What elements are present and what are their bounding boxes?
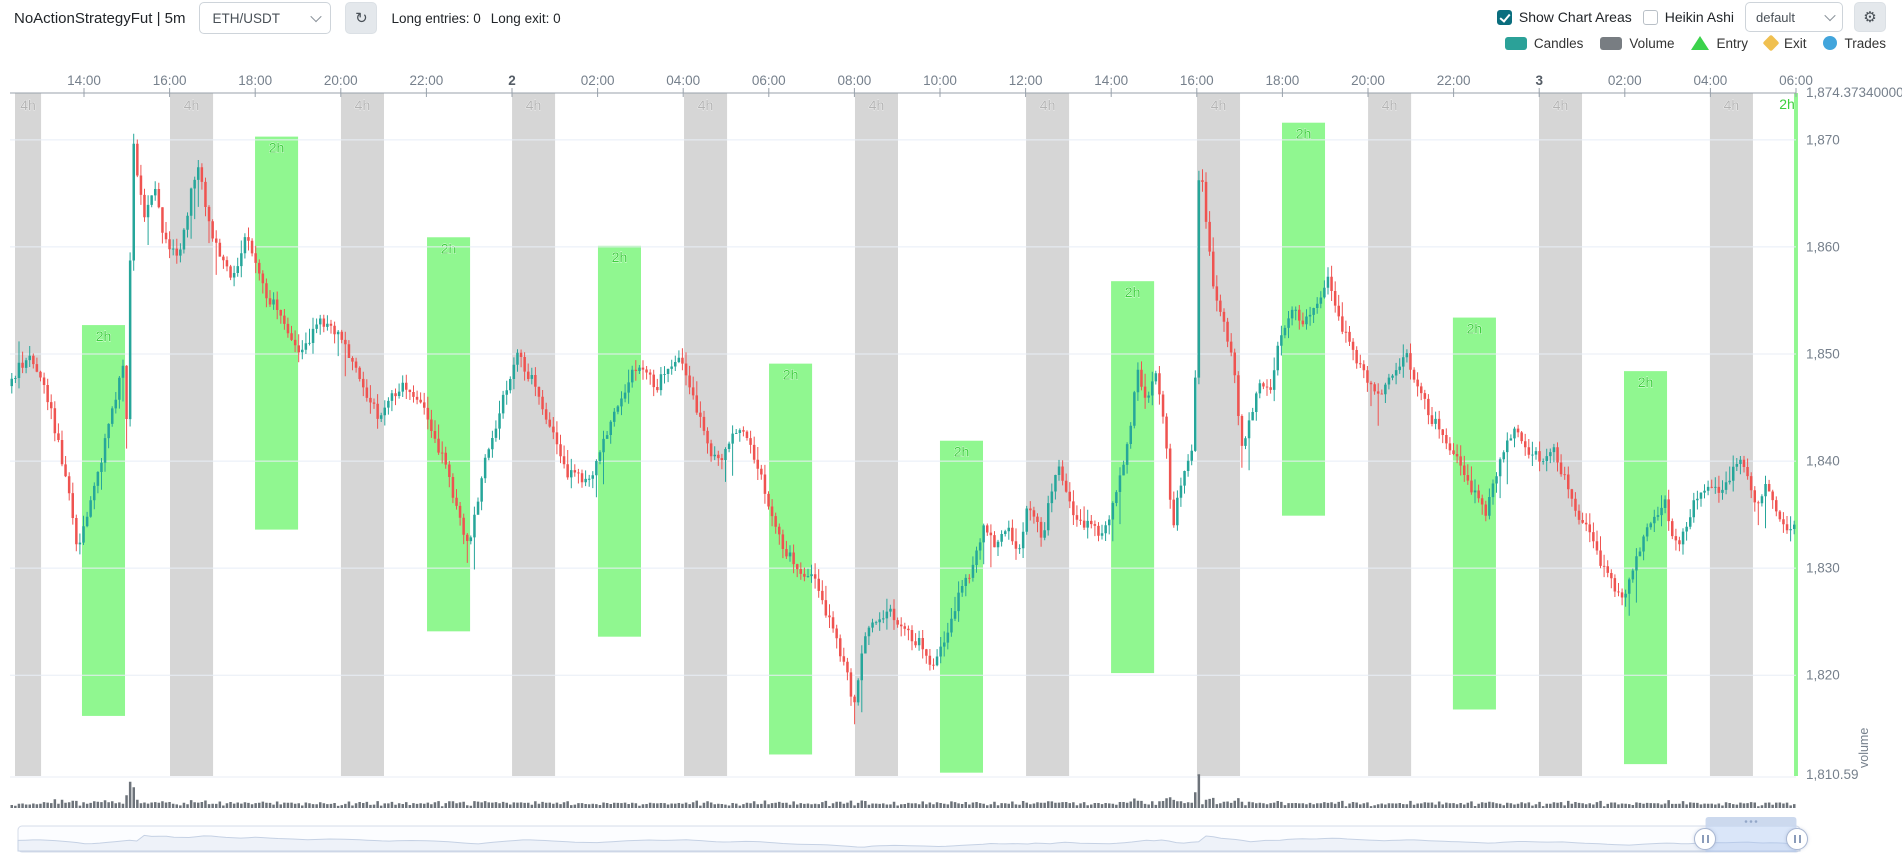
datazoom-selection[interactable]: [1705, 826, 1797, 852]
show-chart-areas-checkbox[interactable]: [1496, 9, 1512, 25]
svg-text:16:00: 16:00: [1180, 73, 1214, 88]
svg-text:4h: 4h: [1724, 97, 1740, 113]
svg-text:04:00: 04:00: [1694, 73, 1728, 88]
svg-text:4h: 4h: [526, 97, 542, 113]
svg-text:4h: 4h: [1040, 97, 1056, 113]
show-chart-areas-label[interactable]: Show Chart Areas: [1518, 9, 1632, 25]
svg-text:10:00: 10:00: [923, 73, 957, 88]
svg-text:2h: 2h: [1467, 321, 1483, 337]
price-gridlines: [10, 139, 1796, 778]
svg-text:3: 3: [1535, 73, 1543, 88]
svg-text:2h: 2h: [783, 367, 799, 383]
svg-text:4h: 4h: [184, 97, 200, 113]
svg-text:22:00: 22:00: [1437, 73, 1471, 88]
chart-legend: Candles Volume Entry Exit Trades: [1504, 33, 1886, 53]
svg-text:12:00: 12:00: [1009, 73, 1043, 88]
legend-item-volume[interactable]: Volume: [1600, 36, 1674, 51]
candles-marker-icon: [1504, 36, 1527, 50]
svg-text:22:00: 22:00: [410, 73, 444, 88]
header-left: NoActionStrategyFut | 5m ETH/USDT ↻ Long…: [14, 0, 561, 36]
svg-text:4h: 4h: [698, 97, 714, 113]
svg-text:18:00: 18:00: [1266, 73, 1300, 88]
svg-text:4h: 4h: [20, 97, 36, 113]
legend-item-candles[interactable]: Candles: [1504, 36, 1583, 51]
refresh-icon: ↻: [355, 10, 368, 27]
svg-text:1,820: 1,820: [1806, 668, 1840, 683]
svg-text:2: 2: [508, 73, 516, 88]
svg-text:4h: 4h: [1553, 97, 1569, 113]
svg-text:1,870: 1,870: [1806, 132, 1840, 147]
svg-text:20:00: 20:00: [324, 73, 358, 88]
svg-text:02:00: 02:00: [581, 73, 615, 88]
candlestick-series[interactable]: [10, 133, 1796, 725]
volume-series[interactable]: [10, 774, 1796, 808]
long-exit-count: Long exit: 0: [490, 10, 561, 26]
svg-text:1,840: 1,840: [1806, 454, 1840, 469]
page-title: NoActionStrategyFut | 5m: [14, 9, 186, 27]
legend-item-exit[interactable]: Exit: [1762, 34, 1806, 52]
svg-text:06:00: 06:00: [1779, 73, 1813, 88]
settings-button[interactable]: ⚙: [1854, 2, 1886, 32]
svg-text:2h: 2h: [441, 240, 457, 256]
svg-text:4h: 4h: [1211, 97, 1227, 113]
volume-axis-name: volume: [1857, 728, 1871, 768]
heikin-ashi-checkbox[interactable]: [1642, 9, 1658, 25]
svg-text:1,850: 1,850: [1806, 346, 1840, 361]
plot-config-value: default: [1756, 9, 1796, 25]
entry-marker-icon: [1691, 36, 1710, 50]
svg-text:08:00: 08:00: [838, 73, 872, 88]
svg-text:2h: 2h: [1638, 374, 1654, 390]
svg-text:06:00: 06:00: [752, 73, 786, 88]
plot-config-select[interactable]: default: [1745, 2, 1843, 32]
datazoom-left-handle[interactable]: [1694, 828, 1716, 850]
header-right: Show Chart Areas Heikin Ashi default ⚙: [1496, 2, 1886, 32]
long-entries-count: Long entries: 0: [391, 10, 481, 26]
svg-text:14:00: 14:00: [67, 73, 101, 88]
svg-text:04:00: 04:00: [666, 73, 700, 88]
show-chart-areas-toggle[interactable]: Show Chart Areas: [1496, 9, 1632, 25]
svg-text:2h: 2h: [954, 444, 970, 460]
heikin-ashi-toggle[interactable]: Heikin Ashi: [1642, 9, 1734, 25]
svg-text:4h: 4h: [355, 97, 371, 113]
price-axis-labels: 1,870 1,860 1,850 1,840 1,830 1,820 1,874.3734…: [1806, 85, 1902, 782]
svg-text:2h: 2h: [96, 328, 112, 344]
trades-marker-icon: [1823, 36, 1838, 50]
svg-text:2h: 2h: [612, 249, 628, 265]
svg-text:2h: 2h: [1779, 96, 1795, 112]
svg-text:16:00: 16:00: [153, 73, 187, 88]
price-axis-max-label: 1,874.373400000: [1806, 85, 1902, 100]
datazoom-right-handle[interactable]: [1786, 828, 1808, 850]
legend-item-entry[interactable]: Entry: [1691, 36, 1748, 51]
gear-icon: ⚙: [1863, 9, 1877, 26]
pair-select[interactable]: ETH/USDT: [199, 2, 332, 34]
heikin-ashi-label[interactable]: Heikin Ashi: [1664, 9, 1734, 25]
svg-text:4h: 4h: [1382, 97, 1398, 113]
datazoom-shadow: [17, 834, 1801, 852]
pair-select-value: ETH/USDT: [212, 10, 280, 26]
svg-text:18:00: 18:00: [238, 73, 272, 88]
trade-counts: Long entries: 0 Long exit: 0: [391, 11, 560, 26]
chart-areas-2h: 2h 2h 2h 2h 2h 2h 2h 2h 2h 2h 2h: [81, 93, 1798, 776]
svg-text:4h: 4h: [869, 97, 885, 113]
svg-text:1,860: 1,860: [1806, 239, 1840, 254]
legend-item-trades[interactable]: Trades: [1823, 36, 1886, 51]
svg-text:02:00: 02:00: [1608, 73, 1642, 88]
svg-text:20:00: 20:00: [1351, 73, 1385, 88]
svg-text:2h: 2h: [1125, 284, 1141, 300]
volume-marker-icon: [1600, 36, 1623, 50]
svg-text:2h: 2h: [1296, 126, 1312, 142]
svg-text:2h: 2h: [269, 140, 285, 156]
datazoom-slider[interactable]: [17, 817, 1801, 853]
refresh-button[interactable]: ↻: [345, 2, 378, 34]
chart-areas-4h: 4h 4h 4h 4h 4h 4h 4h 4h 4h 4h 4h: [15, 93, 1753, 776]
time-axis-labels: 14:00 16:00 18:00 20:00 22:00 2 02:00 04:00 06:0…: [10, 73, 1813, 97]
svg-text:1,830: 1,830: [1806, 561, 1840, 576]
svg-text:14:00: 14:00: [1094, 73, 1128, 88]
price-axis-min-label: 1,810.59: [1806, 767, 1859, 782]
